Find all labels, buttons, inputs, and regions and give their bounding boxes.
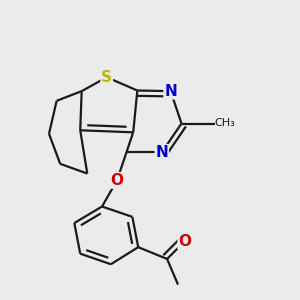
Text: O: O [110,173,124,188]
Text: N: N [155,145,168,160]
Text: O: O [178,234,191,249]
Text: S: S [101,70,112,85]
Text: CH₃: CH₃ [215,118,236,128]
Text: N: N [164,84,177,99]
